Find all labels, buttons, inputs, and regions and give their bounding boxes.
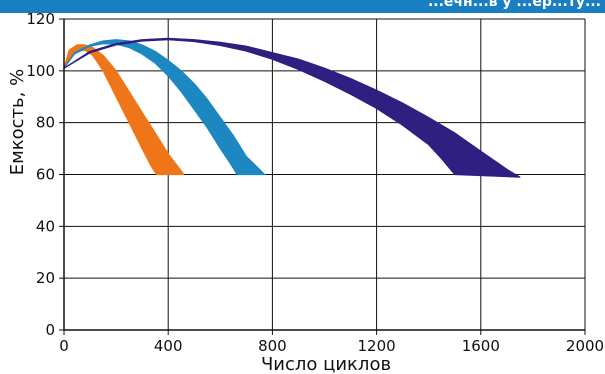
y-tick-label: 0	[45, 321, 55, 339]
series-band-1	[63, 44, 185, 176]
y-tick-label: 80	[36, 114, 55, 132]
y-tick-label: 100	[26, 62, 55, 80]
y-tick-label: 20	[36, 269, 55, 287]
axes	[59, 18, 586, 335]
x-tick-label: 1200	[358, 337, 396, 355]
series-layer	[63, 37, 521, 178]
header-banner-text: ...ечн...в у ...ер...ту...	[427, 0, 601, 10]
x-tick-label: 2000	[566, 337, 604, 355]
x-tick-label: 800	[258, 337, 287, 355]
y-tick-label: 40	[36, 217, 55, 235]
x-tick-label: 0	[59, 337, 69, 355]
y-tick-label: 60	[36, 166, 55, 184]
y-axis-title: Емкость, %	[7, 69, 28, 175]
x-tick-label: 400	[154, 337, 183, 355]
x-tick-label: 1600	[462, 337, 500, 355]
header-banner: ...ечн...в у ...ер...ту...	[0, 0, 605, 13]
x-axis-title: Число циклов	[261, 354, 391, 374]
series-band-3	[63, 37, 521, 178]
y-tick-label: 120	[26, 10, 55, 28]
